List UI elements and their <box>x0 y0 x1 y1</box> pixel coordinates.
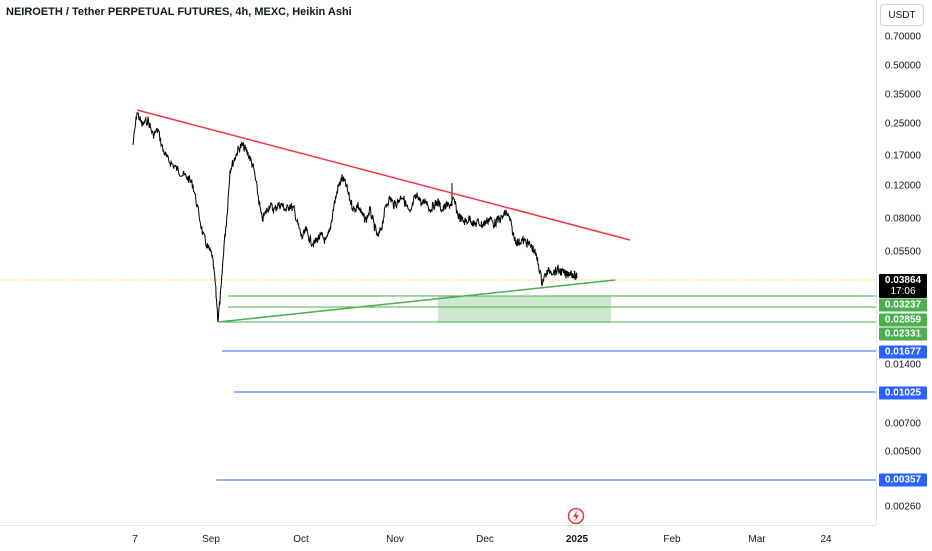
price-level-tag[interactable]: 0.02331 <box>879 327 927 341</box>
current-price-tag[interactable]: 0.03864 17:06 <box>879 274 927 298</box>
chart-title: NEIROETH / Tether PERPETUAL FUTURES, 4h,… <box>6 6 352 18</box>
price-level-tag[interactable]: 0.03237 <box>879 298 927 312</box>
price-level-tag[interactable]: 0.01677 <box>879 345 927 359</box>
price-tick-label: 0.08000 <box>884 213 921 225</box>
price-tick-label: 0.00500 <box>884 446 921 458</box>
price-level-tag[interactable]: 0.01025 <box>879 386 927 400</box>
time-tick-label: Oct <box>293 534 309 545</box>
resistance-trendline <box>136 109 631 241</box>
price-series <box>132 112 578 323</box>
time-axis[interactable]: 7 Sep Oct Nov Dec 2025 Feb Mar 24 <box>0 525 876 551</box>
price-tick-label: 0.70000 <box>884 31 921 43</box>
time-tick-label: 2025 <box>565 534 589 545</box>
price-tick-label: 0.05500 <box>884 246 921 258</box>
time-tick-label: 24 <box>820 534 832 545</box>
price-tick-label: 0.50000 <box>884 60 921 72</box>
time-tick-label: Dec <box>476 534 494 545</box>
price-level-tag[interactable]: 0.02859 <box>879 313 927 327</box>
price-tick-label: 0.35000 <box>884 89 921 101</box>
tradingview-flash-icon[interactable] <box>567 507 585 525</box>
price-tick-label: 0.00260 <box>884 501 921 513</box>
support-trendline <box>217 279 616 323</box>
price-level-tag[interactable]: 0.00357 <box>879 473 927 487</box>
bar-countdown: 17:06 <box>890 286 916 297</box>
price-axis[interactable]: USDT 0.70000 0.50000 0.35000 0.25000 0.17000… <box>876 0 932 525</box>
price-tick-label: 0.00700 <box>884 418 921 430</box>
time-tick-label: 7 <box>132 534 138 545</box>
price-chart-plot[interactable] <box>0 0 876 525</box>
price-tick-label: 0.12000 <box>884 180 921 192</box>
time-tick-label: Nov <box>386 534 404 545</box>
price-tick-label: 0.01400 <box>884 359 921 371</box>
price-tick-label: 0.17000 <box>884 150 921 162</box>
time-tick-label: Feb <box>663 534 681 545</box>
buy-zone-box <box>438 296 611 323</box>
current-price-value: 0.03864 <box>884 275 922 286</box>
time-tick-label: Mar <box>748 534 766 545</box>
currency-button[interactable]: USDT <box>880 4 924 26</box>
price-tick-label: 0.25000 <box>884 118 921 130</box>
time-tick-label: Sep <box>202 534 220 545</box>
